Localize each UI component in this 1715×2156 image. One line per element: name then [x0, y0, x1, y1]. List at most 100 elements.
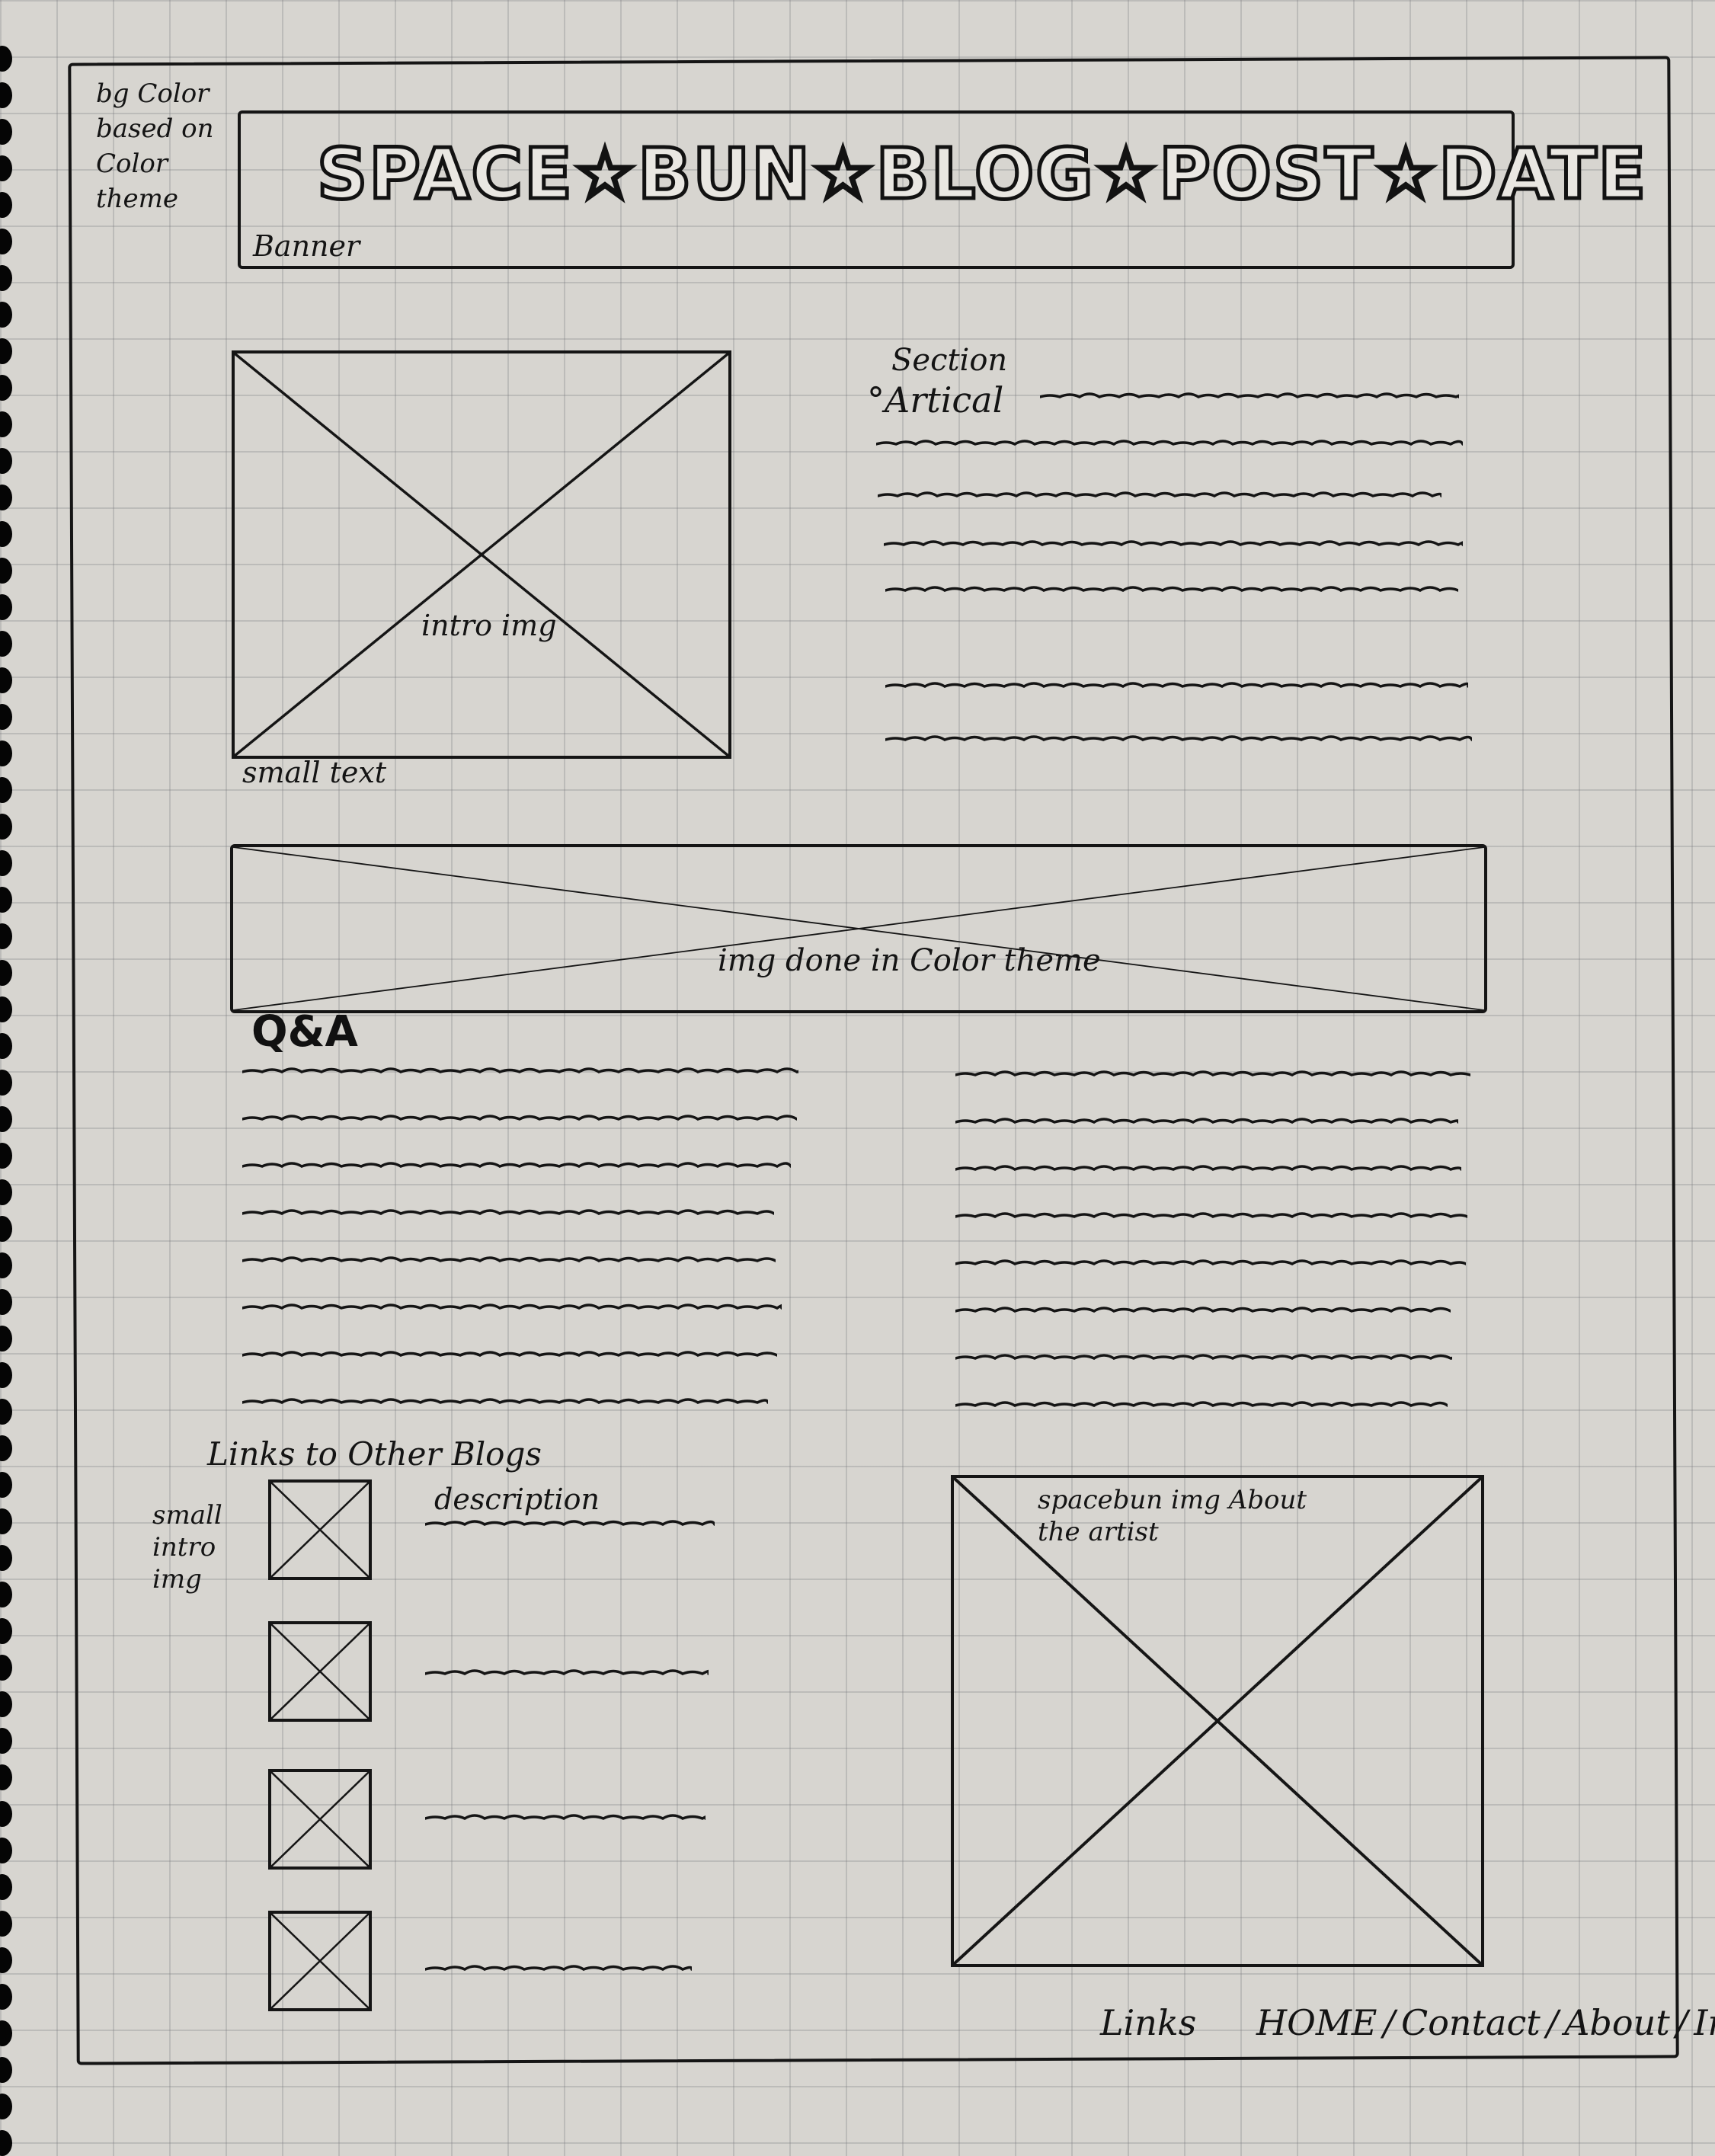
binding-ring: [0, 302, 12, 328]
binding-ring: [0, 1947, 12, 1973]
link-description-placeholder: [425, 1961, 692, 1978]
text-line-placeholder: [884, 536, 1463, 553]
binding-ring: [0, 229, 12, 254]
binding-ring: [0, 1179, 12, 1205]
footer-links-label: Links: [1100, 2002, 1197, 2043]
text-line-placeholder: [878, 488, 1441, 504]
binding-ring: [0, 1911, 12, 1937]
placeholder-cross-icon: [235, 353, 728, 756]
nav-about[interactable]: About: [1564, 2002, 1670, 2043]
binding-ring: [0, 521, 12, 547]
binding-ring: [0, 192, 12, 218]
link-description-placeholder: [425, 1810, 706, 1827]
text-line-placeholder: [1040, 389, 1459, 405]
binding-ring: [0, 338, 12, 364]
binding-ring: [0, 667, 12, 693]
binding-ring: [0, 2094, 12, 2119]
binding-ring: [0, 448, 12, 474]
text-line-placeholder: [242, 1111, 797, 1128]
binding-ring: [0, 1289, 12, 1315]
binding-ring: [0, 1728, 12, 1754]
theme-image-placeholder: img done in Color theme: [230, 844, 1487, 1013]
artist-image-placeholder: spacebun img About the artist: [951, 1475, 1484, 1967]
placeholder-cross-icon: [271, 1914, 369, 2008]
binding-ring: [0, 814, 12, 840]
binding-ring: [0, 119, 12, 145]
text-line-placeholder: [885, 731, 1472, 748]
binding-ring: [0, 850, 12, 876]
placeholder-cross-icon: [271, 1624, 369, 1719]
link-description-placeholder: [425, 1665, 709, 1682]
link-thumbnail-placeholder[interactable]: [268, 1479, 372, 1580]
binding-ring: [0, 1838, 12, 1863]
text-line-placeholder: [242, 1252, 776, 1269]
binding-ring: [0, 1399, 12, 1425]
binding-ring: [0, 704, 12, 730]
text-line-placeholder: [955, 1256, 1466, 1272]
nav-index[interactable]: Index: [1694, 2002, 1715, 2043]
binding-ring: [0, 1033, 12, 1059]
bg-color-note: bg Color based on Color theme: [96, 78, 214, 214]
binding-ring: [0, 1472, 12, 1498]
bullet-dot: °: [867, 379, 885, 421]
text-line-placeholder: [955, 1350, 1452, 1367]
placeholder-cross-icon: [954, 1478, 1481, 1964]
link-description-placeholder: [425, 1516, 715, 1533]
binding-ring: [0, 887, 12, 913]
nav-separator: /: [1675, 2002, 1688, 2043]
text-line-placeholder: [242, 1205, 774, 1222]
link-thumbnail-placeholder[interactable]: [268, 1621, 372, 1722]
binding-ring: [0, 1691, 12, 1717]
binding-ring: [0, 1216, 12, 1242]
link-thumbnail-placeholder[interactable]: [268, 1769, 372, 1870]
links-section-heading: Links to Other Blogs: [207, 1435, 542, 1473]
intro-image-label: intro img: [421, 609, 557, 642]
text-line-placeholder: [242, 1394, 768, 1411]
article-heading: Section: [891, 343, 1008, 378]
qa-heading: Q&A: [251, 1007, 358, 1057]
text-line-placeholder: [955, 1114, 1458, 1131]
binding-ring: [0, 1801, 12, 1827]
binding-ring: [0, 2057, 12, 2083]
link-description-label: description: [434, 1483, 600, 1516]
binding-ring: [0, 155, 12, 181]
binding-ring: [0, 631, 12, 657]
text-line-placeholder: [955, 1303, 1451, 1320]
binding-ring: [0, 46, 12, 72]
binding-ring: [0, 1582, 12, 1607]
binding-ring: [0, 375, 12, 401]
binding-ring: [0, 777, 12, 803]
binding-ring: [0, 960, 12, 986]
nav-separator: /: [1546, 2002, 1559, 2043]
binding-ring: [0, 485, 12, 510]
binding-ring: [0, 265, 12, 291]
intro-image-placeholder: intro img: [232, 350, 731, 759]
link-thumbnail-placeholder[interactable]: [268, 1911, 372, 2011]
placeholder-cross-icon: [233, 847, 1484, 1010]
binding-ring: [0, 1874, 12, 1900]
banner-title: SPACE☆BUN☆BLOG☆POST☆DATE: [315, 132, 1648, 217]
binding-ring: [0, 2020, 12, 2046]
binding-ring: [0, 1326, 12, 1351]
binding-ring: [0, 741, 12, 766]
placeholder-cross-icon: [271, 1772, 369, 1867]
text-line-placeholder: [885, 582, 1458, 599]
binding-ring: [0, 1143, 12, 1169]
text-line-placeholder: [955, 1067, 1470, 1083]
text-line-placeholder: [876, 436, 1463, 453]
text-line-placeholder: [242, 1064, 798, 1080]
banner: SPACE☆BUN☆BLOG☆POST☆DATE Banner: [238, 110, 1648, 269]
binding-ring: [0, 996, 12, 1022]
placeholder-cross-icon: [271, 1483, 369, 1577]
binding-ring: [0, 1508, 12, 1534]
article-bullet-label: Artical: [885, 379, 1004, 421]
nav-home[interactable]: HOME: [1256, 2002, 1377, 2043]
nav-contact[interactable]: Contact: [1401, 2002, 1541, 2043]
binding-ring: [0, 558, 12, 584]
binding-ring: [0, 923, 12, 949]
binding-ring: [0, 1435, 12, 1461]
binding-ring: [0, 1545, 12, 1571]
footer-nav: Links HOME/Contact/About/Index: [1097, 2002, 1715, 2043]
text-line-placeholder: [955, 1161, 1461, 1178]
nav-separator: /: [1383, 2002, 1396, 2043]
